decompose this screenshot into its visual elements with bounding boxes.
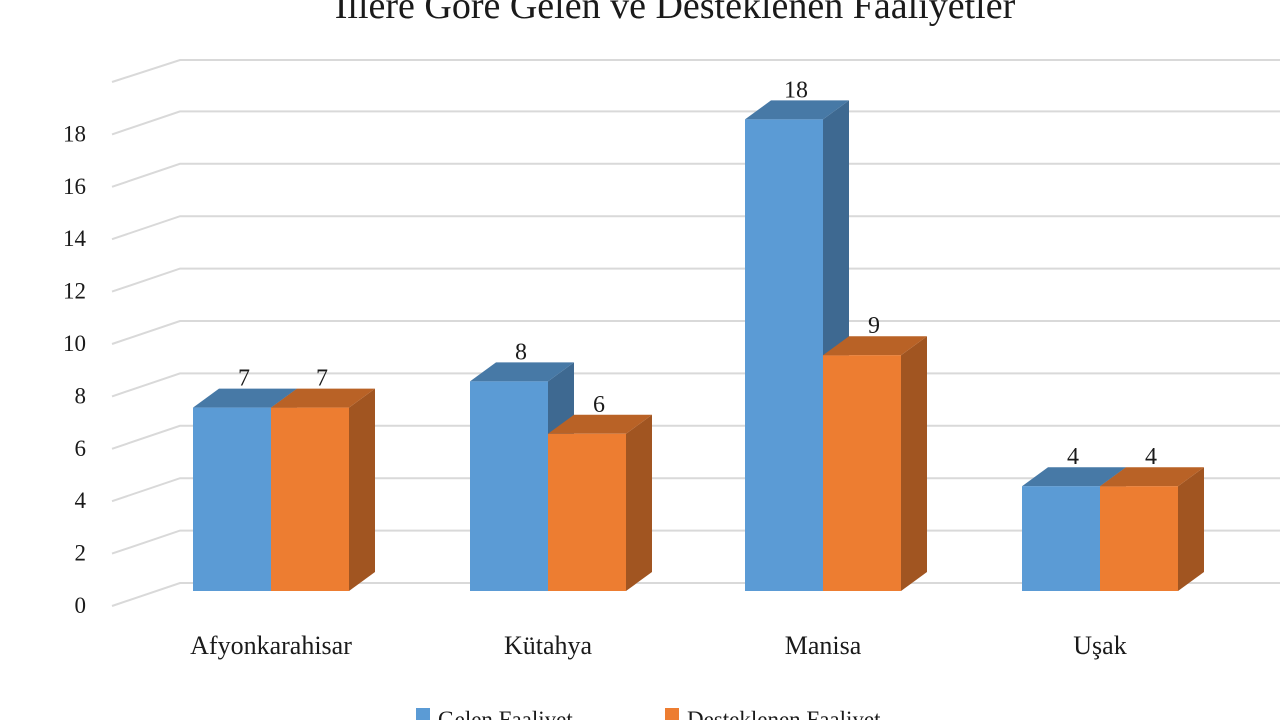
x-category-label: Manisa <box>785 631 862 660</box>
chart-title: İllere Göre Gelen ve Desteklenen Faaliye… <box>335 0 1016 27</box>
y-tick-label: 12 <box>63 279 86 304</box>
y-axis-ticks: 0 2 4 6 8 10 12 14 16 18 <box>63 121 87 618</box>
legend-item: Gelen Faaliyet <box>416 707 573 720</box>
bar-side-face <box>901 336 927 591</box>
data-label: 7 <box>238 366 250 392</box>
bar-front-face <box>470 381 548 591</box>
x-axis-categories: Afyonkarahisar Kütahya Manisa Uşak <box>190 631 1127 660</box>
bar-front-face <box>271 407 349 591</box>
bar-top-face <box>1100 467 1204 487</box>
legend-swatch <box>416 708 430 720</box>
bar-side-face <box>349 388 375 591</box>
bar-Manisa-Desteklenen Faaliyet <box>823 336 927 591</box>
x-category-label: Uşak <box>1073 631 1126 660</box>
bar-top-face <box>548 414 652 434</box>
gridline-top <box>111 59 1280 83</box>
bar-top-face <box>745 100 849 120</box>
bar-top-face <box>470 362 574 382</box>
y-tick-label: 8 <box>75 383 87 408</box>
legend-label: Gelen Faaliyet <box>438 707 573 720</box>
gridline-10 <box>111 320 1280 345</box>
y-tick-label: 16 <box>63 174 86 199</box>
legend: Gelen Faaliyet Desteklenen Faaliyet <box>416 707 881 720</box>
bar-Kütahya-Desteklenen Faaliyet <box>548 414 652 591</box>
bar-Afyonkarahisar-Desteklenen Faaliyet <box>271 388 375 591</box>
bar-front-face <box>1022 486 1100 591</box>
legend-item: Desteklenen Faaliyet <box>665 707 881 720</box>
bar-Uşak-Desteklenen Faaliyet <box>1100 467 1204 591</box>
bar-top-face <box>271 388 375 408</box>
y-tick-label: 10 <box>63 331 86 356</box>
data-label: 4 <box>1145 444 1157 470</box>
gridline-14 <box>111 215 1280 241</box>
y-tick-label: 18 <box>63 121 86 146</box>
y-tick-label: 4 <box>75 488 87 513</box>
bar-side-face <box>1178 467 1204 591</box>
data-labels: 7 7 8 6 18 9 4 4 <box>238 77 1157 470</box>
x-category-label: Kütahya <box>504 631 593 660</box>
y-tick-label: 14 <box>63 226 87 251</box>
data-label: 18 <box>784 77 808 103</box>
data-label: 8 <box>515 339 527 365</box>
bar-front-face <box>193 407 271 591</box>
bar-front-face <box>745 119 823 592</box>
y-tick-label: 2 <box>75 541 87 566</box>
gridline-16 <box>111 162 1280 188</box>
gridline-12 <box>111 267 1280 293</box>
bar-top-face <box>1022 467 1126 487</box>
bar-front-face <box>548 433 626 591</box>
data-label: 4 <box>1067 444 1079 470</box>
y-tick-label: 6 <box>75 436 87 461</box>
gridline-0 <box>111 582 1280 607</box>
y-tick-label: 0 <box>75 593 87 618</box>
legend-swatch <box>665 708 679 720</box>
bar-front-face <box>823 355 901 591</box>
data-label: 6 <box>593 392 605 418</box>
bar-front-face <box>1100 486 1178 591</box>
x-category-label: Afyonkarahisar <box>190 631 352 660</box>
bar-top-face <box>823 336 927 356</box>
bar-side-face <box>626 414 652 591</box>
data-label: 7 <box>316 366 328 392</box>
gridline-18 <box>111 110 1280 136</box>
bar-top-face <box>193 388 297 408</box>
legend-label: Desteklenen Faaliyet <box>687 707 881 720</box>
bars <box>193 100 1204 592</box>
data-label: 9 <box>868 313 880 339</box>
gridlines <box>111 59 1280 607</box>
